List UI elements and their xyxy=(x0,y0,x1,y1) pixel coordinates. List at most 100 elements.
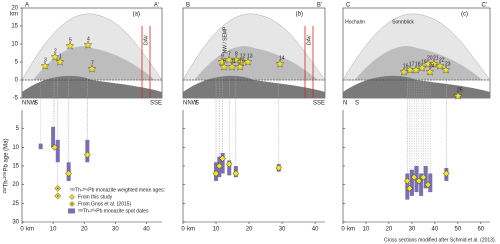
star-label: 19 xyxy=(421,59,427,65)
section-end: C' xyxy=(482,3,487,9)
weighted-mean-age xyxy=(443,170,450,177)
section-lower xyxy=(22,75,162,98)
star-label: 18 xyxy=(415,61,421,67)
star-label: 1 xyxy=(59,53,62,59)
star-label: 4 xyxy=(87,36,90,42)
x-tick-label: 10 xyxy=(50,227,57,233)
legend-title: ²³²Th-²⁰⁸Pb monazite weighted mean ages: xyxy=(70,187,165,193)
weighted-mean-age xyxy=(406,185,413,192)
spot-date-range xyxy=(55,139,60,163)
sample-star xyxy=(83,40,93,49)
legend-label: ²³²Th-²⁰⁸Pb monazite spot dates xyxy=(78,208,149,214)
section-start: C xyxy=(346,3,351,9)
elevation-tick-label: -5 xyxy=(13,96,19,102)
sample-star xyxy=(453,91,463,100)
x-tick-label: 10 xyxy=(363,227,370,233)
place-label: Sonnblick xyxy=(392,19,414,25)
x-unit: km xyxy=(26,227,34,233)
y-tick-label: 30 xyxy=(12,220,19,226)
star-label: 20 xyxy=(427,55,433,61)
legend-swatch xyxy=(69,194,75,200)
weighted-mean-age xyxy=(225,160,233,168)
spot-date-range xyxy=(419,173,424,196)
section-start: B xyxy=(186,3,190,9)
star-label: 23 xyxy=(445,61,451,67)
weighted-mean-age xyxy=(275,164,283,172)
weighted-mean-age xyxy=(232,170,240,177)
y-tick-label: 15 xyxy=(12,164,19,170)
star-label: 14 xyxy=(279,55,285,61)
legend-label: From this study xyxy=(78,194,113,200)
credit: Cross sections modified after Schmid et … xyxy=(384,237,496,243)
sample-star xyxy=(235,62,245,71)
direction-label: S xyxy=(355,101,359,107)
elevation-tick-label: 0 xyxy=(15,78,19,84)
spot-date-range xyxy=(51,126,56,148)
weighted-mean-age xyxy=(219,155,226,162)
star-label: 7 xyxy=(228,51,231,57)
star-label: 6 xyxy=(223,58,226,64)
x-unit: km xyxy=(347,227,355,233)
star-label: 17 xyxy=(409,61,415,67)
sample-star xyxy=(40,61,50,70)
panel-label: (b) xyxy=(296,12,303,18)
sample-star xyxy=(411,65,421,74)
sample-star xyxy=(50,52,60,61)
y-tick-label: 5 xyxy=(16,126,20,132)
x-tick-label: 40 xyxy=(312,227,319,233)
x-tick-label: 0 xyxy=(20,227,24,233)
spot-date-range xyxy=(409,169,414,196)
x-tick-label: 30 xyxy=(409,227,416,233)
spot-date-range xyxy=(414,166,419,193)
section-lower xyxy=(183,75,325,98)
y-tick-label: 20 xyxy=(12,182,19,188)
direction-label: SSE xyxy=(313,101,325,107)
weighted-mean-age xyxy=(410,173,418,181)
star-label: 16 xyxy=(403,63,409,69)
sample-star xyxy=(55,57,65,66)
weighted-mean-age xyxy=(424,181,432,189)
section-start: A xyxy=(25,3,29,9)
direction-label: NNW xyxy=(22,101,37,107)
x-tick-label: 20 xyxy=(81,227,88,233)
star-label: 13 xyxy=(247,53,253,59)
star-label: 8 xyxy=(235,51,238,57)
star-label: 24 xyxy=(429,63,435,69)
x-tick-label: 0 xyxy=(341,227,345,233)
star-label: 12 xyxy=(240,53,246,59)
spot-date-range xyxy=(38,143,43,150)
elevation-tick-label: 15 xyxy=(11,24,18,30)
place-label: DAV xyxy=(306,34,312,45)
elevation-tick-label: 10 xyxy=(11,42,18,48)
x-tick-label: 0 xyxy=(181,227,185,233)
x-unit: km xyxy=(187,227,195,233)
weighted-mean-age xyxy=(51,143,59,151)
star-label: 25 xyxy=(457,87,463,93)
sample-star xyxy=(227,62,237,71)
spot-date-range xyxy=(220,152,225,174)
star-label: 21 xyxy=(433,55,439,61)
elevation-tick-label: 20 xyxy=(11,6,18,12)
x-tick-label: 10 xyxy=(213,227,220,233)
sample-star xyxy=(417,63,427,72)
weighted-mean-age xyxy=(83,151,91,159)
x-tick-label: 50 xyxy=(455,227,462,233)
legend-dot xyxy=(71,203,73,205)
direction-label: SSE xyxy=(150,101,162,107)
star-label: 2 xyxy=(54,48,57,54)
star-label: 5 xyxy=(69,37,72,43)
panel-label: (c) xyxy=(461,12,468,18)
sample-star xyxy=(219,62,229,71)
y-tick-label: 25 xyxy=(12,201,19,207)
direction-label: S xyxy=(195,101,199,107)
star-label: 10 xyxy=(239,58,245,64)
x-tick-label: 30 xyxy=(279,227,286,233)
sample-star xyxy=(425,67,435,76)
weighted-mean-age xyxy=(420,173,427,181)
place-label: Hochalm xyxy=(345,19,365,25)
place-label: NW / SEMP xyxy=(222,26,228,53)
sample-star xyxy=(87,64,97,73)
x-tick-label: 30 xyxy=(112,227,119,233)
elevation-tick-label: 5 xyxy=(15,60,19,66)
